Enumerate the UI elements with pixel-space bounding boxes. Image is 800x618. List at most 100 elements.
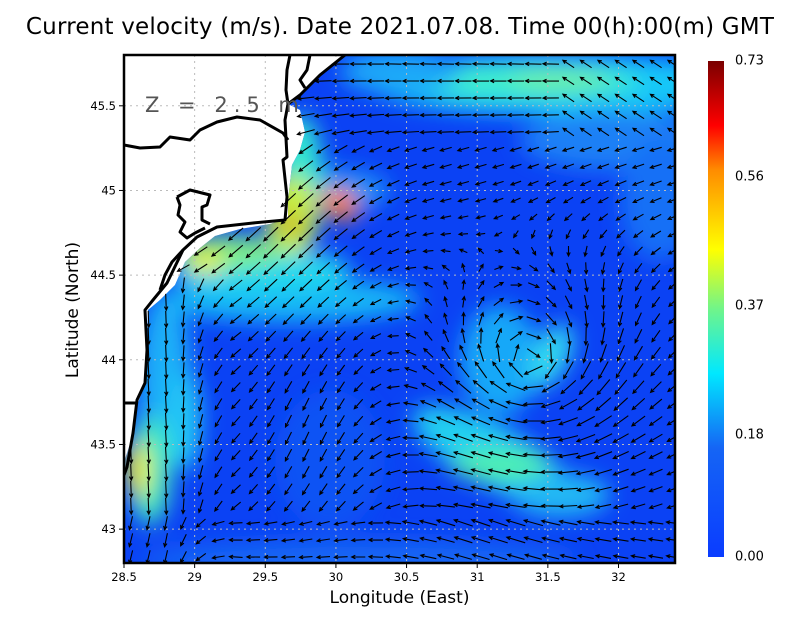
velocity-arrow	[545, 197, 556, 204]
velocity-arrow	[331, 113, 350, 118]
velocity-arrow	[387, 333, 399, 339]
velocity-arrow	[318, 500, 328, 512]
velocity-arrow	[651, 329, 661, 343]
velocity-arrow	[470, 502, 491, 509]
velocity-arrow	[318, 347, 328, 360]
velocity-arrow	[284, 466, 293, 479]
velocity-arrow	[266, 466, 276, 479]
velocity-arrow	[231, 432, 241, 444]
velocity-arrow	[403, 384, 418, 390]
velocity-arrow	[617, 262, 624, 275]
velocity-arrow	[522, 435, 544, 440]
velocity-arrow	[584, 278, 589, 293]
velocity-arrow	[557, 470, 579, 475]
velocity-arrow	[457, 198, 469, 203]
velocity-arrow	[386, 385, 400, 390]
lon-tick-label: 29.5	[252, 570, 278, 584]
velocity-arrow	[545, 312, 557, 326]
velocity-arrow	[510, 282, 523, 288]
velocity-arrow	[461, 262, 466, 273]
velocity-arrow	[583, 327, 589, 347]
velocity-arrow	[541, 536, 560, 543]
velocity-arrow	[630, 468, 646, 476]
velocity-arrow	[557, 487, 578, 492]
velocity-arrow	[262, 243, 279, 259]
velocity-arrow	[384, 113, 402, 118]
velocity-arrow	[649, 127, 662, 137]
velocity-arrow	[666, 402, 675, 409]
velocity-arrow	[630, 415, 646, 427]
velocity-arrow	[419, 95, 437, 101]
velocity-arrow	[180, 311, 186, 328]
velocity-arrow	[163, 533, 168, 549]
velocity-arrow	[229, 331, 242, 341]
velocity-arrow	[266, 483, 276, 496]
velocity-arrow	[631, 180, 645, 186]
velocity-arrow	[424, 313, 433, 324]
velocity-arrow	[386, 179, 400, 187]
velocity-arrow	[544, 146, 557, 152]
velocity-arrow	[524, 130, 542, 135]
velocity-arrow	[614, 76, 627, 86]
velocity-arrow	[146, 344, 151, 363]
velocity-arrow	[596, 59, 610, 69]
velocity-arrow	[634, 279, 642, 292]
velocity-arrow	[524, 95, 542, 101]
velocity-arrow	[443, 312, 449, 325]
velocity-arrow	[197, 397, 204, 412]
velocity-arrow	[318, 330, 329, 342]
velocity-arrow	[633, 246, 643, 257]
velocity-arrow	[263, 521, 278, 526]
velocity-arrow	[352, 297, 364, 307]
velocity-arrow	[248, 466, 258, 478]
velocity-arrow	[368, 179, 383, 187]
velocity-arrow	[578, 379, 594, 396]
velocity-arrow	[526, 348, 541, 359]
velocity-arrow	[474, 360, 488, 379]
coastline-segment	[124, 115, 290, 150]
velocity-arrow	[470, 485, 491, 492]
velocity-arrow	[349, 61, 367, 67]
velocity-arrow	[422, 248, 434, 254]
velocity-arrow	[512, 247, 520, 255]
velocity-arrow	[421, 365, 435, 375]
velocity-arrow	[461, 295, 467, 308]
velocity-arrow	[475, 231, 486, 237]
velocity-arrow	[333, 161, 348, 171]
velocity-arrow	[436, 398, 455, 410]
velocity-arrow	[128, 446, 134, 465]
velocity-arrow	[600, 327, 606, 346]
velocity-arrow	[668, 299, 675, 308]
velocity-arrow	[297, 193, 314, 208]
velocity-arrow	[526, 332, 542, 340]
velocity-arrow	[667, 266, 675, 273]
velocity-arrow	[246, 279, 261, 292]
velocity-arrow	[214, 364, 223, 377]
velocity-arrow	[666, 147, 675, 152]
velocity-arrow	[579, 76, 592, 86]
velocity-arrow	[470, 468, 491, 476]
velocity-arrow	[422, 347, 434, 358]
velocity-arrow	[495, 327, 503, 344]
velocity-arrow	[492, 197, 504, 203]
velocity-arrow	[477, 343, 485, 362]
velocity-arrow	[180, 379, 186, 396]
velocity-arrow	[488, 535, 508, 544]
velocity-arrow	[631, 59, 645, 69]
velocity-arrow	[369, 349, 382, 357]
velocity-arrow	[454, 61, 472, 67]
velocity-arrow	[181, 413, 186, 430]
velocity-arrow	[262, 226, 279, 242]
velocity-arrow	[197, 448, 204, 463]
velocity-arrow	[280, 209, 296, 225]
velocity-arrow	[579, 180, 592, 186]
velocity-arrow	[298, 243, 314, 259]
lon-tick-label: 31.5	[535, 570, 561, 584]
velocity-arrow	[128, 480, 134, 499]
velocity-arrow	[195, 552, 207, 562]
velocity-arrow	[163, 516, 168, 532]
velocity-arrow	[146, 395, 152, 414]
velocity-arrow	[180, 294, 186, 311]
velocity-arrow	[522, 385, 544, 390]
velocity-arrow	[527, 180, 539, 186]
